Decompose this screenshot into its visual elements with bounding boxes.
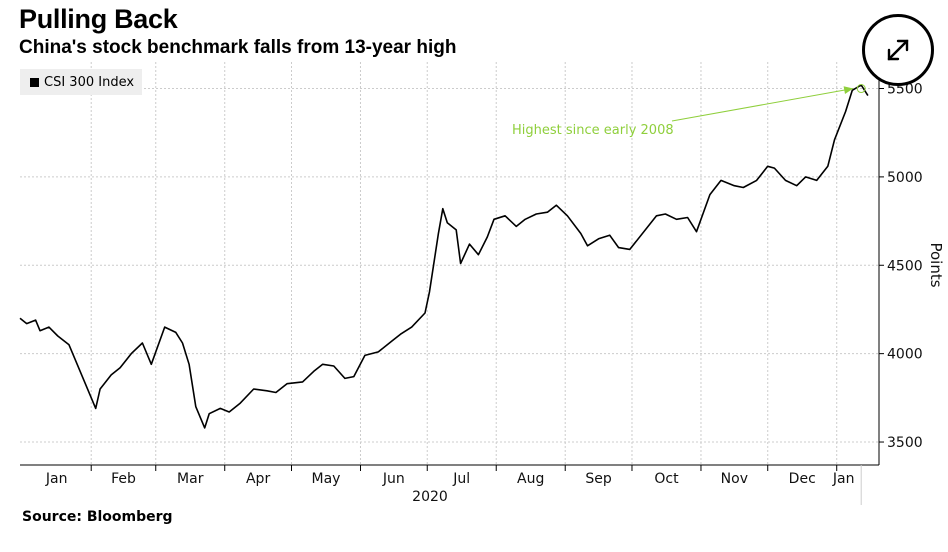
x-tick-label: Dec [789,471,816,487]
legend-swatch [30,77,39,87]
series-line [19,84,869,429]
legend: CSI 300 Index [20,69,143,95]
annotation-leader-line [671,88,854,122]
x-tick-label: Nov [721,471,748,487]
x-tick-label: Mar [177,471,204,487]
y-tick-label: 4000 [887,347,923,363]
y-tick-label: 5000 [887,170,923,186]
horizontal-gridlines [20,88,879,443]
x-tick-label: Feb [111,471,136,487]
x-tick-label: Jun [382,471,405,487]
annotation-peak-marker [856,84,866,94]
y-axis-title: Points [927,242,945,287]
x-tick-label: Jul [452,471,470,487]
series-csi-300 [19,84,869,429]
annotation-arrowhead [843,86,854,94]
annotation-text: Highest since early 2008 [512,123,674,138]
vertical-gridlines [90,62,838,465]
source-note: Source: Bloomberg [22,509,173,525]
x-tick-label: Sep [585,471,612,487]
y-tick-label: 4500 [887,258,923,274]
chart-title: Pulling Back [19,4,178,34]
expand-button[interactable] [862,14,934,86]
x-tick-label: May [312,471,341,487]
x-tick-label: Apr [246,471,270,487]
x-tick-label: Jan [832,471,855,487]
y-tick-label: 3500 [887,435,923,451]
chart-subtitle: China's stock benchmark falls from 13-ye… [19,37,457,58]
x-axis-year-label: 2020 [412,489,448,505]
x-tick-label: Oct [654,471,679,487]
x-tick-label: Aug [517,471,544,487]
legend-label: CSI 300 Index [44,74,135,90]
x-tick-label: Jan [45,471,68,487]
x-axis-ticks: Jan Feb Mar Apr May Jun Jul Aug Sep Oct Nov Dec Jan [45,465,862,505]
expand-arrows-icon [887,39,909,61]
